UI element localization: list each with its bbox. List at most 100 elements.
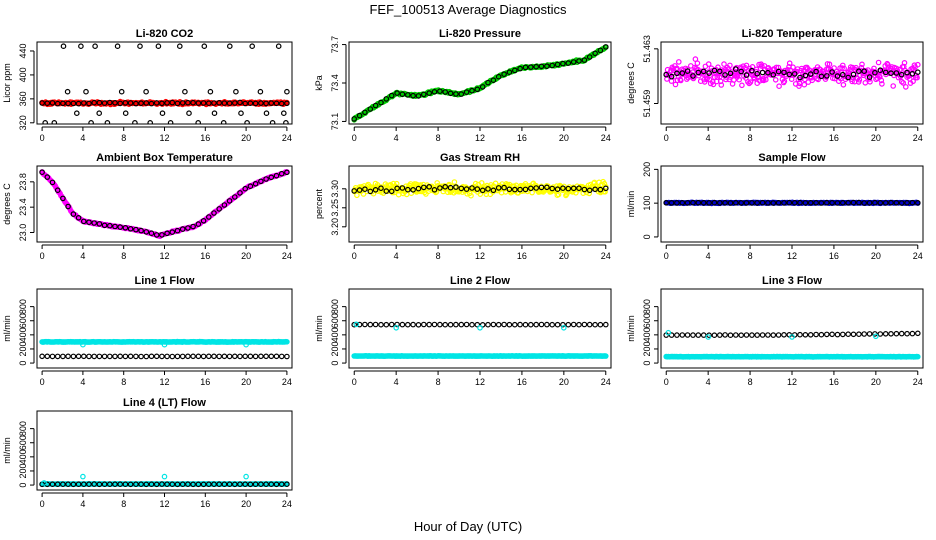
point-raw (786, 60, 793, 67)
point-average (797, 74, 803, 81)
point-average (159, 100, 165, 107)
y-tick-label: 73.4 (330, 74, 340, 92)
point-raw (901, 59, 908, 66)
point-average (164, 353, 170, 360)
point-average (565, 321, 572, 328)
point-average (570, 185, 577, 192)
point-average (479, 321, 486, 328)
point-average (791, 71, 798, 77)
point-average (247, 100, 254, 107)
point-raw (743, 62, 750, 69)
point-average (426, 90, 433, 96)
point-raw (889, 64, 895, 70)
point-average (437, 321, 443, 328)
x-tick-label: 20 (241, 499, 251, 509)
point-average (581, 321, 588, 328)
point-average (133, 353, 139, 360)
y-tick-label: 800 (18, 421, 28, 436)
point-average (538, 184, 545, 191)
point-average (206, 100, 212, 107)
point-spikes (705, 334, 712, 340)
x-tick-label: 4 (80, 499, 85, 509)
point-average (479, 84, 486, 90)
point-average (195, 100, 202, 106)
point-average (711, 332, 718, 339)
point-average (501, 321, 507, 328)
point-average (495, 321, 502, 328)
point-outliers (220, 120, 227, 124)
point-raw (878, 77, 885, 84)
point-average (252, 181, 259, 187)
point-average (474, 321, 481, 328)
point-raw (468, 192, 474, 199)
point-average (247, 481, 254, 488)
point-average (127, 226, 134, 232)
panel-boxtemp: Ambient Box Temperature degrees C 0 4 8 12 16 2… (2, 152, 293, 261)
point-raw (675, 59, 682, 65)
point-average (179, 100, 186, 106)
point-average (732, 332, 739, 338)
point-average (96, 481, 103, 488)
point-average (754, 70, 761, 77)
point-average (107, 481, 113, 488)
point-average (700, 332, 707, 338)
y-tick-label: 100 (642, 196, 652, 211)
x-tick-label: 20 (871, 251, 881, 261)
point-raw (718, 82, 725, 88)
point-average (517, 186, 523, 193)
point-average (463, 89, 470, 95)
point-average (437, 88, 443, 95)
plot-frame (348, 41, 612, 125)
x-tick-label: 12 (159, 133, 169, 143)
point-outliers (238, 110, 244, 117)
point-average (560, 60, 566, 67)
point-average (169, 353, 176, 360)
y-tick-label: 3.20 (330, 218, 340, 236)
point-average (232, 194, 238, 200)
point-average (431, 89, 438, 95)
x-tick-label: 4 (80, 251, 85, 261)
point-raw (773, 64, 780, 71)
point-average (148, 353, 155, 360)
point-average (70, 211, 77, 217)
point-average (474, 86, 481, 93)
panel-title: Li-820 CO2 (136, 28, 193, 40)
point-average (759, 332, 766, 338)
y-tick-label: 200 (330, 341, 340, 356)
point-average (372, 187, 379, 193)
y-axis-label: ml/min (2, 315, 12, 342)
point-average (112, 353, 118, 360)
point-average (169, 99, 176, 106)
point-average (39, 353, 45, 360)
point-average (404, 186, 411, 193)
point-average (356, 321, 363, 328)
point-average (278, 481, 285, 488)
point-outliers (147, 120, 153, 124)
point-average (263, 100, 269, 107)
x-tick-label: 16 (829, 133, 839, 143)
point-average (554, 186, 561, 193)
point-average (458, 91, 465, 97)
point-average (143, 481, 150, 488)
point-average (122, 353, 129, 360)
point-average (195, 353, 202, 360)
data-points (39, 473, 290, 488)
point-average (845, 200, 852, 206)
point-average (732, 200, 739, 206)
point-average (834, 200, 841, 206)
point-average (117, 481, 124, 488)
point-average (791, 200, 798, 206)
point-average (517, 65, 523, 72)
point-outliers (42, 120, 48, 124)
point-average (44, 100, 51, 107)
point-average (356, 112, 363, 119)
point-outliers (207, 88, 214, 95)
point-average (216, 100, 223, 106)
point-spikes (477, 324, 483, 331)
y-tick-label: 800 (18, 299, 28, 314)
point-average (522, 64, 529, 71)
point-average (829, 69, 835, 75)
point-average (818, 73, 825, 80)
point-average (437, 185, 443, 191)
x-tick-label: 20 (559, 377, 569, 387)
